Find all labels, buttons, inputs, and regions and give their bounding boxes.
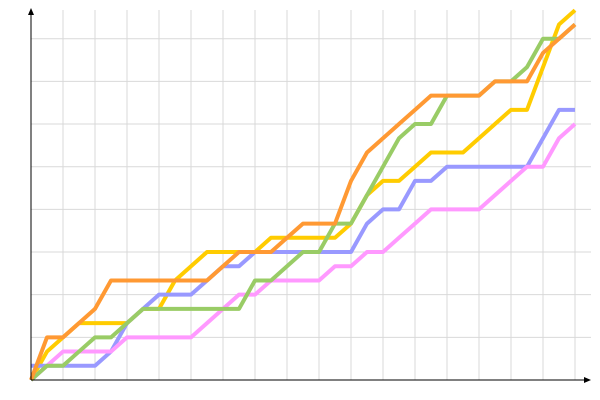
y-axis-arrow-icon — [28, 8, 34, 15]
axes — [28, 8, 591, 383]
x-axis-arrow-icon — [584, 377, 591, 383]
series-line-3 — [29, 122, 577, 382]
series-line-1 — [29, 8, 577, 381]
series-line-4 — [29, 23, 577, 382]
series-line-5 — [29, 23, 577, 381]
series-group — [29, 8, 577, 382]
